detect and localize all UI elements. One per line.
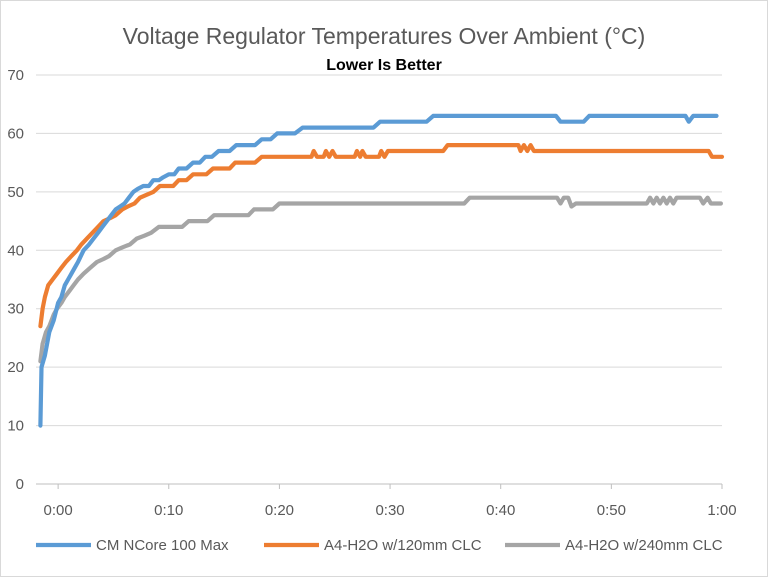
x-tick-label: 0:00: [44, 502, 73, 519]
y-tick-label: 60: [7, 125, 24, 142]
x-tick-labels: 0:00 0:10 0:20 0:30 0:40 0:50 1:00: [44, 502, 737, 519]
grid-layer: [36, 74, 723, 489]
legend-label-2: A4-H2O w/120mm CLC: [324, 537, 482, 554]
x-tick-label: 0:40: [486, 502, 515, 519]
x-tick-label: 1:00: [707, 502, 736, 519]
chart-title: Voltage Regulator Temperatures Over Ambi…: [123, 23, 646, 49]
series-layer: [38, 113, 725, 428]
y-tick-label: 40: [7, 242, 24, 259]
legend-label-3: A4-H2O w/240mm CLC: [565, 537, 723, 554]
chart-subtitle: Lower Is Better: [326, 57, 442, 74]
y-tick-label: 10: [7, 418, 24, 435]
y-tick-label: 70: [7, 67, 24, 84]
x-tick-label: 0:20: [265, 502, 294, 519]
series-line-3: [38, 195, 723, 364]
y-tick-labels: 0 10 20 30 40 50 60 70: [7, 67, 24, 493]
y-tick-label: 30: [7, 301, 24, 318]
legend: CM NCore 100 Max A4-H2O w/120mm CLC A4-H2O…: [36, 537, 723, 554]
series-line-1: [38, 113, 719, 428]
y-tick-label: 0: [16, 476, 24, 493]
x-tick-label: 0:50: [597, 502, 626, 519]
x-tick-label: 0:30: [375, 502, 404, 519]
y-tick-label: 20: [7, 359, 24, 376]
series-line-2: [38, 143, 725, 329]
x-tick-label: 0:10: [154, 502, 183, 519]
legend-label-1: CM NCore 100 Max: [96, 537, 229, 554]
y-tick-label: 50: [7, 184, 24, 201]
